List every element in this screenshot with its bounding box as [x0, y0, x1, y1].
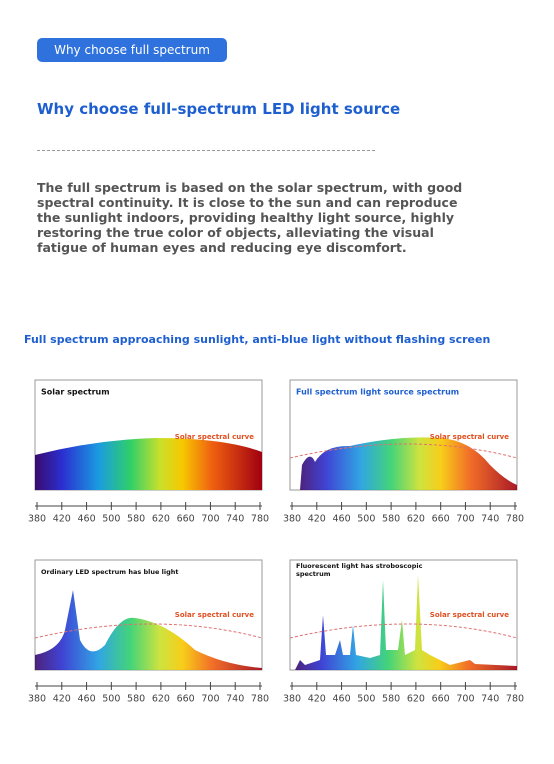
curve-label: Solar spectral curve — [430, 611, 509, 619]
axis-tick-label: 380 — [28, 514, 46, 525]
axis-tick-label: 700 — [456, 694, 474, 705]
axis-tick-label: 740 — [226, 514, 244, 525]
axis-tick-label: 500 — [102, 514, 120, 525]
axis-tick-label: 380 — [283, 694, 301, 705]
header-body: The full spectrum is based on the solar … — [37, 180, 463, 255]
solar-reference-curve — [34, 623, 263, 639]
spectrum-shape — [35, 438, 262, 490]
axis-tick-label: 620 — [407, 694, 425, 705]
curve-label: Solar spectral curve — [430, 433, 509, 441]
axis-tick-label: 780 — [251, 694, 269, 705]
axis-tick-label: 420 — [308, 694, 326, 705]
axis-tick-label: 580 — [382, 694, 400, 705]
axis-tick-label: 500 — [102, 694, 120, 705]
axis-tick-label: 660 — [177, 694, 195, 705]
axis-tick-label: 500 — [357, 514, 375, 525]
axis-tick-label: 420 — [53, 514, 71, 525]
panel-title-line: spectrum — [296, 570, 331, 578]
curve-label: Solar spectral curve — [175, 433, 254, 441]
solar-reference-curve — [289, 623, 518, 639]
spectrum-shape — [300, 437, 517, 490]
spectrum-panel: Ordinary LED spectrum has blue light Sola… — [28, 559, 269, 705]
axis-tick-label: 580 — [382, 514, 400, 525]
axis-tick-label: 740 — [226, 694, 244, 705]
curve-label: Solar spectral curve — [175, 611, 254, 619]
axis-tick-label: 740 — [481, 694, 499, 705]
axis-tick-label: 460 — [77, 694, 95, 705]
spectrum-panel: Full spectrum light source spectrum Solar… — [283, 379, 524, 525]
axis-tick-label: 580 — [127, 514, 145, 525]
axis-tick-label: 780 — [506, 694, 524, 705]
axis-tick-label: 460 — [77, 514, 95, 525]
panel-title: Full spectrum light source spectrum — [296, 388, 459, 397]
spectrum-shape — [35, 590, 262, 670]
panel-title-line: Fluorescent light has stroboscopic — [296, 562, 423, 570]
axis-tick-label: 460 — [332, 514, 350, 525]
axis-tick-label: 380 — [28, 694, 46, 705]
axis-tick-label: 620 — [407, 514, 425, 525]
axis-tick-label: 620 — [152, 694, 170, 705]
axis-tick-label: 380 — [283, 514, 301, 525]
axis-tick-label: 620 — [152, 514, 170, 525]
axis-tick-label: 500 — [357, 694, 375, 705]
axis-tick-label: 660 — [432, 514, 450, 525]
axis-tick-label: 420 — [308, 514, 326, 525]
axis-tick-label: 700 — [201, 514, 219, 525]
panel-title: Solar spectrum — [41, 388, 110, 397]
spectrum-panel: Solar spectrum Solar spectral curve 380 420… — [28, 379, 269, 525]
solar-reference-curve — [289, 443, 518, 459]
panel-title: Ordinary LED spectrum has blue light — [41, 568, 179, 576]
axis-tick-label: 460 — [332, 694, 350, 705]
axis-tick-label: 780 — [251, 514, 269, 525]
axis-tick-label: 660 — [432, 694, 450, 705]
axis-tick-label: 740 — [481, 514, 499, 525]
axis-tick-label: 780 — [506, 514, 524, 525]
header-title: Why choose full-spectrum LED light sourc… — [37, 100, 401, 118]
axis-tick-label: 700 — [456, 514, 474, 525]
divider — [37, 150, 375, 151]
axis-tick-label: 660 — [177, 514, 195, 525]
spectrum-panel: Fluorescent light has stroboscopic spectr… — [283, 559, 524, 705]
axis-tick-label: 420 — [53, 694, 71, 705]
section-title: Full spectrum approaching sunlight, anti… — [24, 333, 491, 346]
header-button[interactable]: Why choose full spectrum — [37, 38, 227, 62]
axis-tick-label: 700 — [201, 694, 219, 705]
axis-tick-label: 580 — [127, 694, 145, 705]
panel-title: Fluorescent light has stroboscopic spectr… — [296, 562, 423, 578]
